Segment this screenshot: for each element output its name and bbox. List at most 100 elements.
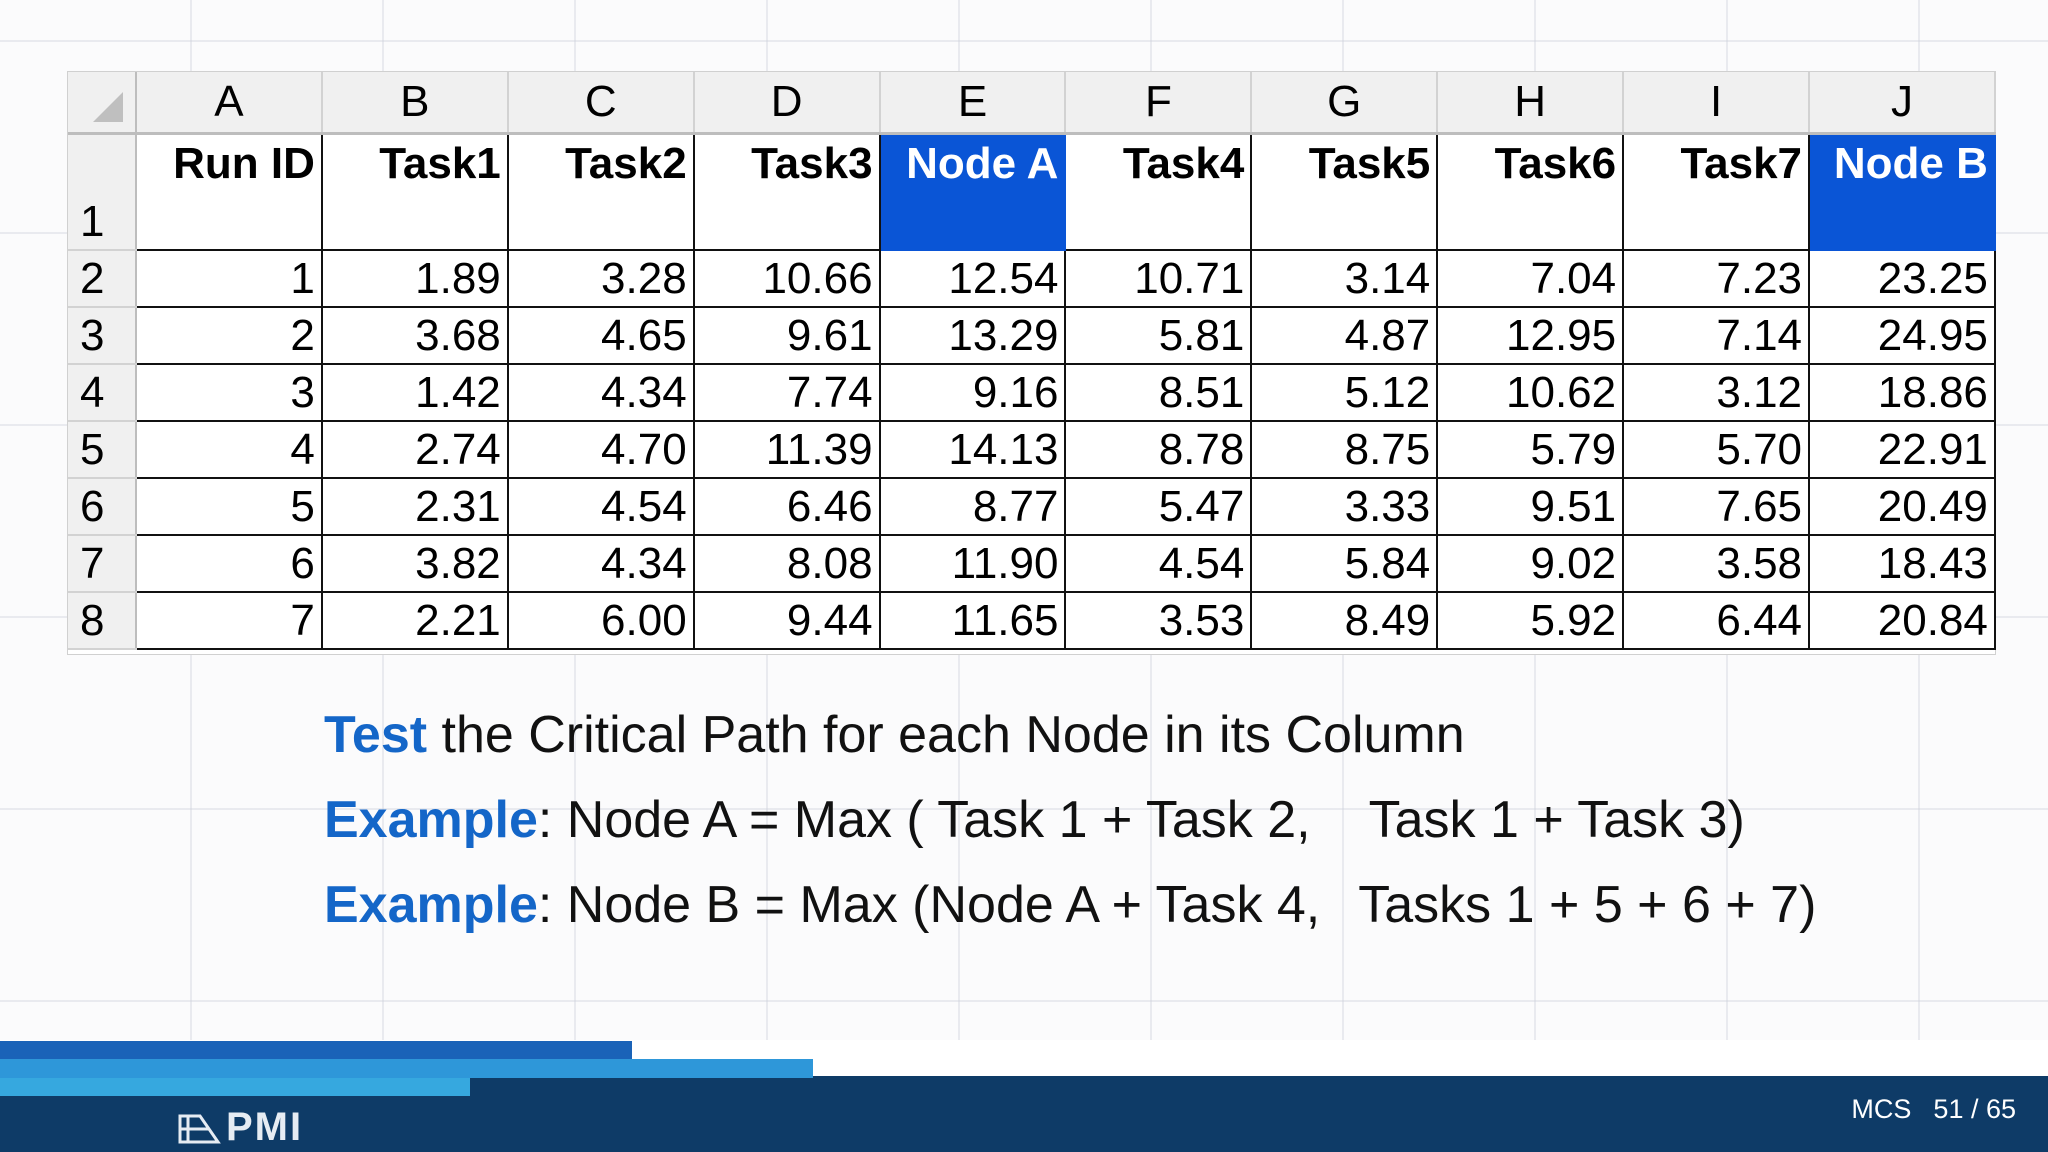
table-cell: 5.92 [1436, 591, 1625, 650]
column-letter: I [1623, 72, 1811, 135]
column-letter: F [1065, 72, 1253, 135]
table-cell: 7.14 [1622, 306, 1811, 365]
note-line-example-node-b: Example: Node B = Max (Node A + Task 4, T… [324, 870, 1924, 955]
table-cell: 3.28 [506, 249, 695, 308]
row-number: 8 [68, 592, 137, 650]
pmi-logo: PMI [178, 1105, 303, 1150]
footer-accent-bar [0, 1078, 470, 1096]
note-line-example-node-a: Example: Node A = Max ( Task 1 + Task 2,… [324, 785, 1924, 870]
table-cell: 18.86 [1808, 363, 1996, 422]
note-line-test: Test the Critical Path for each Node in … [324, 700, 1924, 785]
table-cell: 8.77 [878, 477, 1067, 536]
column-letter: H [1437, 72, 1625, 135]
node-a-header-cell: Node A [878, 132, 1067, 251]
table-cell: 10.66 [692, 249, 881, 308]
table-cell: 9.51 [1436, 477, 1625, 536]
table-cell: 7.04 [1436, 249, 1625, 308]
table-cell: 2.31 [320, 477, 509, 536]
header-cell: Task6 [1436, 132, 1625, 251]
row-number: 3 [68, 307, 137, 365]
table-cell: 4.54 [506, 477, 695, 536]
table-row: 4 3 1.42 4.34 7.74 9.16 8.51 5.12 10.62 3.12 18.86 [68, 363, 1996, 422]
table-cell: 10.71 [1064, 249, 1253, 308]
page-counter: 51 / 65 [1933, 1094, 2016, 1124]
column-letter: D [693, 72, 881, 135]
table-cell: 1.89 [320, 249, 509, 308]
column-letter: A [136, 72, 323, 135]
table-cell: 11.65 [878, 591, 1067, 650]
table-row: 6 5 2.31 4.54 6.46 8.77 5.47 3.33 9.51 7.65 20.49 [68, 477, 1996, 536]
table-cell: 5.12 [1250, 363, 1439, 422]
note-text: the Critical Path for each Node in its C… [427, 706, 1465, 764]
header-cell: Task1 [320, 132, 509, 251]
keyword-example: Example [324, 876, 538, 934]
row-number: 6 [68, 478, 137, 536]
column-letter: E [879, 72, 1067, 135]
table-cell: 3.82 [320, 534, 509, 593]
table-cell: 2.21 [320, 591, 509, 650]
note-text: Task 1 + Task 3) [1368, 791, 1745, 849]
table-cell: 4.65 [506, 306, 695, 365]
table-cell: 22.91 [1808, 420, 1996, 479]
note-text: : Node B = Max (Node A + Task 4, [537, 876, 1321, 934]
table-cell: 3.58 [1622, 534, 1811, 593]
row-number: 4 [68, 364, 137, 422]
table-cell: 1.42 [320, 363, 509, 422]
row-number: 2 [68, 250, 137, 308]
table-cell: 7.65 [1622, 477, 1811, 536]
table-cell: 11.90 [878, 534, 1067, 593]
table-cell: 8.51 [1064, 363, 1253, 422]
table-cell: 3.14 [1250, 249, 1439, 308]
header-cell: Task2 [506, 132, 695, 251]
header-row: 1 Run ID Task1 Task2 Task3 Node A Task4 … [68, 132, 1996, 251]
footer-accent-bar [0, 1059, 813, 1078]
header-cell: Task7 [1622, 132, 1811, 251]
logo-text: PMI [226, 1105, 304, 1149]
table-cell: 3 [135, 363, 323, 422]
table-cell: 12.54 [878, 249, 1067, 308]
table-cell: 2.74 [320, 420, 509, 479]
table-cell: 3.53 [1064, 591, 1253, 650]
data-table: A B C D E F G H I J 1 Run ID Task1 Task2… [68, 72, 1996, 650]
row-number: 7 [68, 535, 137, 593]
header-cell: Run ID [135, 132, 323, 251]
table-cell: 5 [135, 477, 323, 536]
keyword-test: Test [324, 706, 428, 764]
table-row: 2 1 1.89 3.28 10.66 12.54 10.71 3.14 7.04 7.23 23.… [68, 249, 1996, 308]
table-cell: 4.87 [1250, 306, 1439, 365]
table-cell: 7.74 [692, 363, 881, 422]
table-cell: 7 [135, 591, 323, 650]
table-cell: 11.39 [692, 420, 881, 479]
table-cell: 3.68 [320, 306, 509, 365]
table-cell: 6.46 [692, 477, 881, 536]
column-letter-row: A B C D E F G H I J [68, 72, 1996, 135]
table-row: 3 2 3.68 4.65 9.61 13.29 5.81 4.87 12.95 7.14 24.9… [68, 306, 1996, 365]
column-letter: G [1251, 72, 1439, 135]
table-cell: 13.29 [878, 306, 1067, 365]
table-cell: 3.33 [1250, 477, 1439, 536]
table-cell: 9.44 [692, 591, 881, 650]
globe-mark-icon [178, 1114, 221, 1144]
table-cell: 9.16 [878, 363, 1067, 422]
table-cell: 5.79 [1436, 420, 1625, 479]
spreadsheet-screenshot: A B C D E F G H I J 1 Run ID Task1 Task2… [68, 72, 1996, 654]
header-cell: Task5 [1250, 132, 1439, 251]
column-letter: B [321, 72, 509, 135]
table-row: 5 4 2.74 4.70 11.39 14.13 8.78 8.75 5.79 5.70 22.9… [68, 420, 1996, 479]
footer-accent-bar [0, 1041, 632, 1059]
table-cell: 9.61 [692, 306, 881, 365]
header-cell: Task3 [692, 132, 881, 251]
table-cell: 4.70 [506, 420, 695, 479]
table-cell: 5.84 [1250, 534, 1439, 593]
table-cell: 10.62 [1436, 363, 1625, 422]
table-cell: 20.84 [1808, 591, 1996, 650]
table-cell: 8.49 [1250, 591, 1439, 650]
table-cell: 18.43 [1808, 534, 1996, 593]
table-cell: 4.34 [506, 534, 695, 593]
instruction-text: Test the Critical Path for each Node in … [324, 700, 1924, 955]
table-cell: 1 [135, 249, 323, 308]
table-cell: 5.47 [1064, 477, 1253, 536]
note-text: : Node A = Max ( Task 1 + Task 2, [537, 791, 1311, 849]
section-label: MCS [1851, 1094, 1912, 1124]
table-cell: 5.81 [1064, 306, 1253, 365]
